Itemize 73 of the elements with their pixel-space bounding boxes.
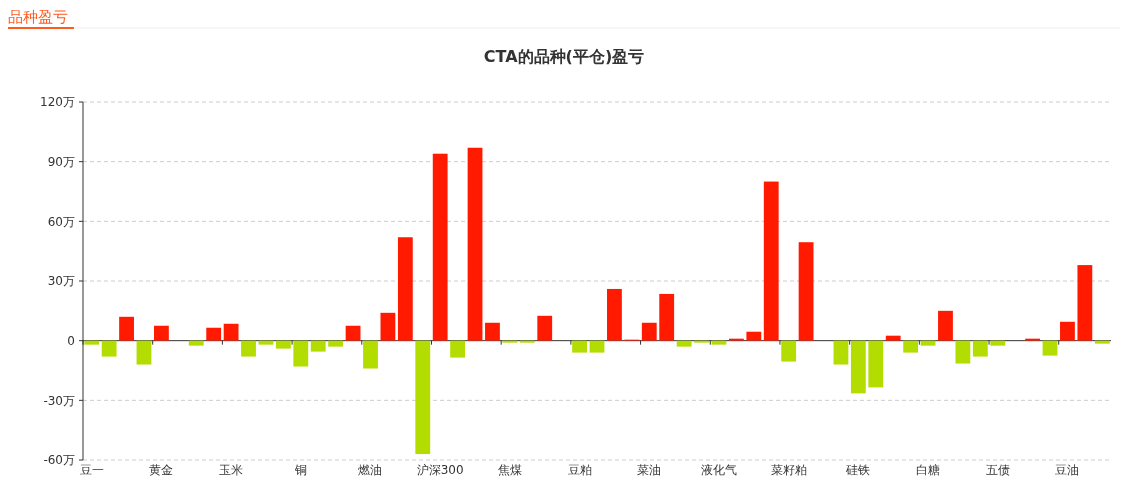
bar — [972, 340, 988, 357]
bar — [119, 316, 134, 341]
bar — [1060, 321, 1075, 341]
bar — [467, 147, 483, 341]
x-tick-label: 豆一 — [79, 463, 104, 477]
bar — [850, 340, 866, 394]
bar — [1042, 340, 1058, 356]
text: 品种盈亏 — [8, 8, 68, 26]
bar — [885, 335, 901, 341]
bar — [223, 323, 239, 341]
x-tick-label: 豆粕 — [567, 463, 592, 477]
bar — [833, 340, 849, 365]
bar — [920, 340, 936, 346]
bar — [903, 340, 919, 353]
y-tick-label: 60万 — [47, 214, 75, 229]
bar — [345, 325, 361, 341]
bar — [537, 315, 553, 341]
bar — [136, 340, 152, 365]
x-tick-label: 五债 — [985, 463, 1010, 477]
bar — [206, 327, 222, 341]
y-tick-label: 0 — [67, 333, 75, 348]
bar — [746, 331, 762, 341]
bar — [572, 340, 587, 353]
bar — [415, 340, 431, 455]
bar — [1077, 265, 1093, 341]
bar — [938, 310, 953, 341]
bar — [781, 340, 797, 362]
bar — [485, 322, 500, 341]
bar — [293, 340, 309, 367]
bar — [589, 340, 605, 353]
bar — [380, 312, 396, 341]
bar — [84, 340, 100, 345]
bar — [641, 322, 657, 341]
bar — [188, 340, 204, 346]
chart-title: CTA的品种(平仓)盈亏 — [483, 47, 645, 66]
bar — [432, 153, 448, 341]
bar — [955, 340, 971, 364]
bar — [711, 340, 727, 345]
x-tick-label: 硅铁 — [845, 463, 871, 477]
bar — [258, 340, 274, 345]
x-tick-label: 沪深300 — [416, 463, 464, 477]
x-tick-label: 黄金 — [149, 463, 174, 477]
bar — [397, 237, 413, 341]
x-tick-label: 菜籽粕 — [770, 463, 807, 477]
bar — [450, 340, 466, 358]
bar — [798, 242, 814, 341]
bar — [763, 181, 779, 341]
x-tick-label: 液化气 — [700, 463, 737, 477]
y-tick-label: 120万 — [40, 95, 75, 110]
x-tick-label: 铜 — [293, 463, 307, 477]
bar — [154, 325, 169, 341]
bar — [363, 340, 378, 369]
bar — [1094, 340, 1110, 344]
x-tick-label: 燃油 — [358, 463, 383, 477]
bar — [101, 340, 117, 357]
bar — [659, 293, 675, 341]
y-tick-label: 90万 — [47, 154, 75, 169]
x-tick-label: 菜油 — [637, 463, 662, 477]
x-tick-label: 白糖 — [916, 463, 941, 477]
bar — [328, 340, 344, 347]
bar — [607, 288, 622, 341]
y-tick-label: -60万 — [43, 453, 75, 468]
bar — [275, 340, 291, 349]
bar — [310, 340, 326, 352]
x-tick-label: 玉米 — [219, 463, 244, 477]
y-tick-label: 30万 — [47, 274, 75, 289]
bar — [241, 340, 256, 357]
bar — [990, 340, 1006, 346]
bar — [868, 340, 884, 388]
y-tick-label: -30万 — [43, 393, 75, 408]
bar — [676, 340, 692, 347]
x-tick-label: 焦煤 — [497, 463, 522, 477]
x-tick-label: 豆油 — [1055, 463, 1080, 477]
